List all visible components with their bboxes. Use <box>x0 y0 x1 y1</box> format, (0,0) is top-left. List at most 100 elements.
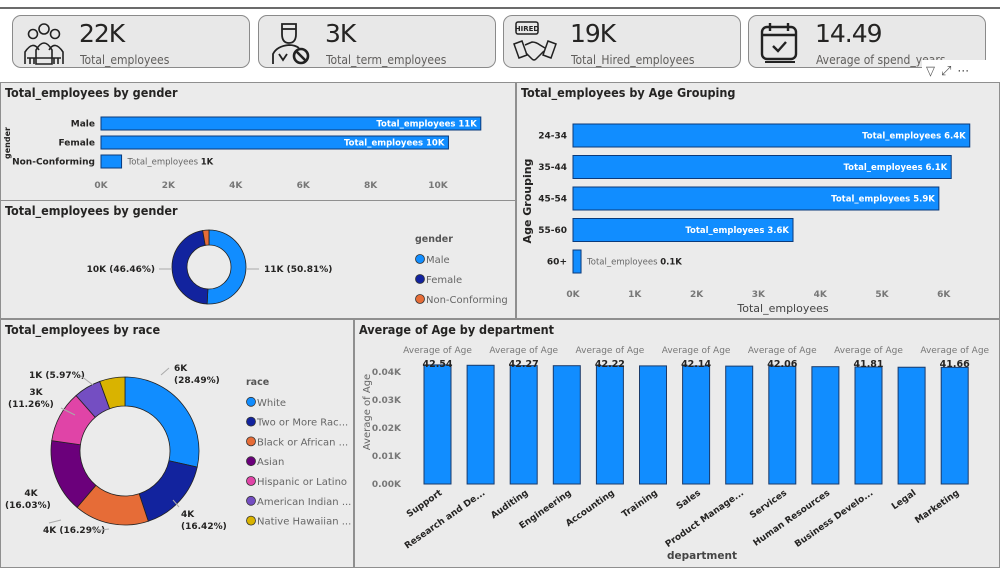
kpi-label: Total_Hired_employees <box>571 53 695 67</box>
data-label-series: Average of Age <box>834 346 903 356</box>
y-axis-label: gender <box>3 127 12 159</box>
x-tick-label: Training <box>620 488 659 520</box>
chart-title: Average of Age by department <box>359 322 555 337</box>
data-label: 41.81 <box>853 359 883 370</box>
y-axis-label: Age Grouping <box>521 159 534 244</box>
category-label: 35-44 <box>538 163 567 173</box>
legend-marker <box>415 254 425 264</box>
bar <box>100 154 123 169</box>
data-label: 41.66 <box>940 359 970 370</box>
legend-item: Asian <box>257 457 284 468</box>
y-tick-label: 0.00K <box>372 480 402 490</box>
leader-line <box>80 375 94 386</box>
more-options-icon[interactable]: ⋯ <box>957 63 970 79</box>
data-label: 42.06 <box>767 359 797 370</box>
x-tick-label: Sales <box>675 488 703 512</box>
category-label: Male <box>71 120 95 130</box>
data-label-series: Average of Age <box>662 346 731 356</box>
gender-donut-chart-panel[interactable]: Total_employees by gender 11K (50.81%) 10… <box>0 200 516 319</box>
bar <box>572 123 971 148</box>
bar <box>100 116 482 131</box>
bar <box>509 365 538 485</box>
data-label: (28.49%) <box>174 376 220 386</box>
donut-slice <box>202 229 210 246</box>
filter-icon[interactable]: ▽ <box>926 63 935 79</box>
x-tick-label: 10K <box>428 181 449 191</box>
chart-title: Total_employees by Age Grouping <box>521 85 736 100</box>
kpi-label: Total_employees <box>80 53 170 67</box>
bar <box>854 366 883 485</box>
data-label: Total_employees 11K <box>376 120 477 130</box>
category-label: 45-54 <box>538 195 567 205</box>
category-label: Non-Conforming <box>12 158 95 168</box>
x-tick-label: 2K <box>690 290 704 300</box>
data-label: Total_employees 6.1K <box>844 163 948 173</box>
category-label: 24-34 <box>538 132 567 142</box>
legend-item: Two or More Rac... <box>256 418 348 429</box>
x-tick-label: Business Develo... <box>793 488 875 550</box>
chart-title: Total_employees by gender <box>5 85 178 100</box>
bar <box>639 365 667 485</box>
x-tick-label: Product Manage... <box>664 488 746 550</box>
bar <box>811 366 840 485</box>
bar <box>572 249 582 274</box>
kpi-card-average-spend-years[interactable]: 14.49 Average of spend_years <box>748 15 986 68</box>
kpi-value: 14.49 <box>815 19 883 48</box>
leader-line <box>160 367 170 376</box>
age-grouping-chart-panel[interactable]: Total_employees by Age Grouping 24-34 Tot… <box>516 82 1000 319</box>
legend-marker <box>246 396 256 407</box>
legend-marker <box>246 456 256 467</box>
data-label: 10K (46.46%) <box>87 265 155 275</box>
kpi-card-hired-employees[interactable]: HIRED 19K Total_Hired_employees <box>503 15 741 68</box>
age-grouping-bar-chart: 24-34 Total_employees 6.4K 35-44 Total_empl… <box>521 123 971 315</box>
hired-badge-text: HIRED <box>515 25 540 33</box>
x-tick-label: 0K <box>94 181 108 191</box>
kpi-value: 19K <box>570 19 616 48</box>
donut-slice <box>124 376 200 468</box>
department-age-chart-panel[interactable]: Average of Age by department 0.00K 0.01K 0… <box>354 319 1000 568</box>
focus-mode-icon[interactable]: ⤢ <box>941 63 952 79</box>
legend-item: Hispanic or Latino <box>257 477 347 488</box>
data-label-series: Average of Age <box>920 346 989 356</box>
legend-marker <box>415 294 425 304</box>
kpi-label: Total_term_employees <box>326 53 447 67</box>
visual-header-toolbar: ▽ ⤢ ⋯ <box>922 60 1000 82</box>
bar <box>897 366 926 485</box>
y-tick-label: 0.03K <box>372 396 402 406</box>
race-donut-chart-panel[interactable]: Total_employees by race 6K (28.49%) 4K (16.… <box>0 319 354 568</box>
bar <box>100 135 449 150</box>
bar <box>572 155 952 179</box>
data-label: (16.03%) <box>5 501 51 511</box>
chart-title: Total_employees by gender <box>5 203 178 218</box>
y-tick-label: 0.01K <box>372 452 402 462</box>
data-label: 42.22 <box>595 359 625 370</box>
legend-marker <box>246 476 256 486</box>
data-label: 11K (50.81%) <box>264 265 332 275</box>
x-tick-label: 0K <box>566 290 580 300</box>
gender-bar-chart-panel[interactable]: Total_employees by gender Male Total_empl… <box>0 82 516 201</box>
data-label: Total_employees 6.4K <box>862 132 966 142</box>
x-tick-label: Accounting <box>564 488 616 529</box>
bar <box>595 365 624 485</box>
group-people-icon <box>24 23 64 65</box>
y-axis-label: Average of Age <box>362 374 373 450</box>
legend-item: Female <box>426 275 462 286</box>
top-divider <box>0 7 1000 9</box>
data-label: 4K (16.29%) <box>43 526 105 536</box>
data-label: 42.14 <box>681 359 711 370</box>
legend-item: Native Hawaiian ... <box>257 517 351 528</box>
bar <box>572 218 794 242</box>
legend-item: White <box>257 398 286 409</box>
legend-marker <box>246 495 256 506</box>
x-tick-label: 4K <box>814 290 828 300</box>
kpi-card-total-employees[interactable]: 22K Total_employees <box>12 15 250 68</box>
gender-donut-chart: 11K (50.81%) 10K (46.46%) gender Male Female… <box>87 229 508 306</box>
bar <box>940 366 969 485</box>
data-label: Total_employees 3.6K <box>685 226 789 236</box>
data-label: 4K <box>24 489 38 499</box>
data-label: Total_employees 5.9K <box>831 195 935 205</box>
legend-title: gender <box>415 234 453 245</box>
x-axis-label: Total_employees <box>736 302 828 315</box>
data-label-series: Average of Age <box>403 346 472 356</box>
kpi-card-term-employees[interactable]: 3K Total_term_employees <box>258 15 496 68</box>
